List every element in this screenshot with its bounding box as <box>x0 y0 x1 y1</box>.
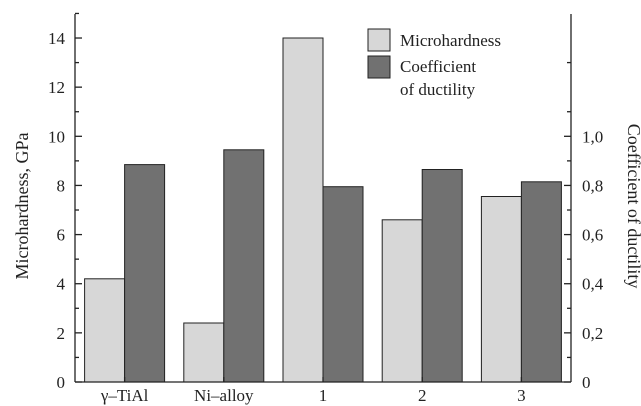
bar-ductility-2 <box>322 186 364 383</box>
bar-microhardness-3 <box>381 219 423 383</box>
left-tick-label-3: 6 <box>57 226 66 245</box>
right-ticks-group: 0 0,2 0,4 0,6 0,8 1,0 <box>564 61 604 392</box>
legend-swatch-ductility <box>367 55 391 79</box>
bar-microhardness-0 <box>84 278 126 383</box>
right-tick-label-5: 1,0 <box>582 127 603 146</box>
category-label-4: 3 <box>517 386 526 405</box>
left-tick-label-1: 2 <box>57 324 66 343</box>
y-axis-right-label: Coefficient of ductility <box>624 124 641 289</box>
legend-label-microhardness: Microhardness <box>400 31 501 50</box>
left-ticks-group: 0 2 4 6 8 10 12 14 <box>48 12 82 392</box>
bar-ductility-3 <box>421 169 463 383</box>
bar-ductility-4 <box>520 181 562 383</box>
y-axis-label: Microhardness, GPa <box>12 133 32 280</box>
right-tick-label-4: 0,8 <box>582 176 603 195</box>
category-labels-group: γ–TiAl Ni–alloy 1 2 3 <box>100 377 526 405</box>
right-tick-label-1: 0,2 <box>582 324 603 343</box>
right-tick-label-0: 0 <box>582 373 591 392</box>
bar-ductility-0 <box>124 164 166 383</box>
category-label-0: γ–TiAl <box>100 386 149 405</box>
legend-label-ductility-line1: Coefficient <box>400 57 476 76</box>
left-tick-label-5: 10 <box>48 127 65 146</box>
left-tick-label-4: 8 <box>57 176 66 195</box>
left-tick-label-7: 14 <box>48 29 66 48</box>
category-label-1: Ni–alloy <box>194 386 254 405</box>
category-label-2: 1 <box>319 386 328 405</box>
category-label-3: 2 <box>418 386 427 405</box>
bar-microhardness-4 <box>480 196 522 383</box>
legend: Microhardness Coefficient of ductility <box>367 28 501 99</box>
legend-swatch-microhardness <box>367 28 391 52</box>
bar-ductility-1 <box>223 149 265 383</box>
left-tick-label-6: 12 <box>48 78 65 97</box>
right-tick-label-3: 0,6 <box>582 226 603 245</box>
bar-microhardness-2 <box>282 37 324 383</box>
bars-group <box>84 37 562 383</box>
bar-microhardness-1 <box>183 322 225 383</box>
left-tick-label-2: 4 <box>57 275 66 294</box>
legend-label-ductility-line2: of ductility <box>400 80 476 99</box>
right-tick-label-2: 0,4 <box>582 275 604 294</box>
left-tick-label-0: 0 <box>57 373 66 392</box>
